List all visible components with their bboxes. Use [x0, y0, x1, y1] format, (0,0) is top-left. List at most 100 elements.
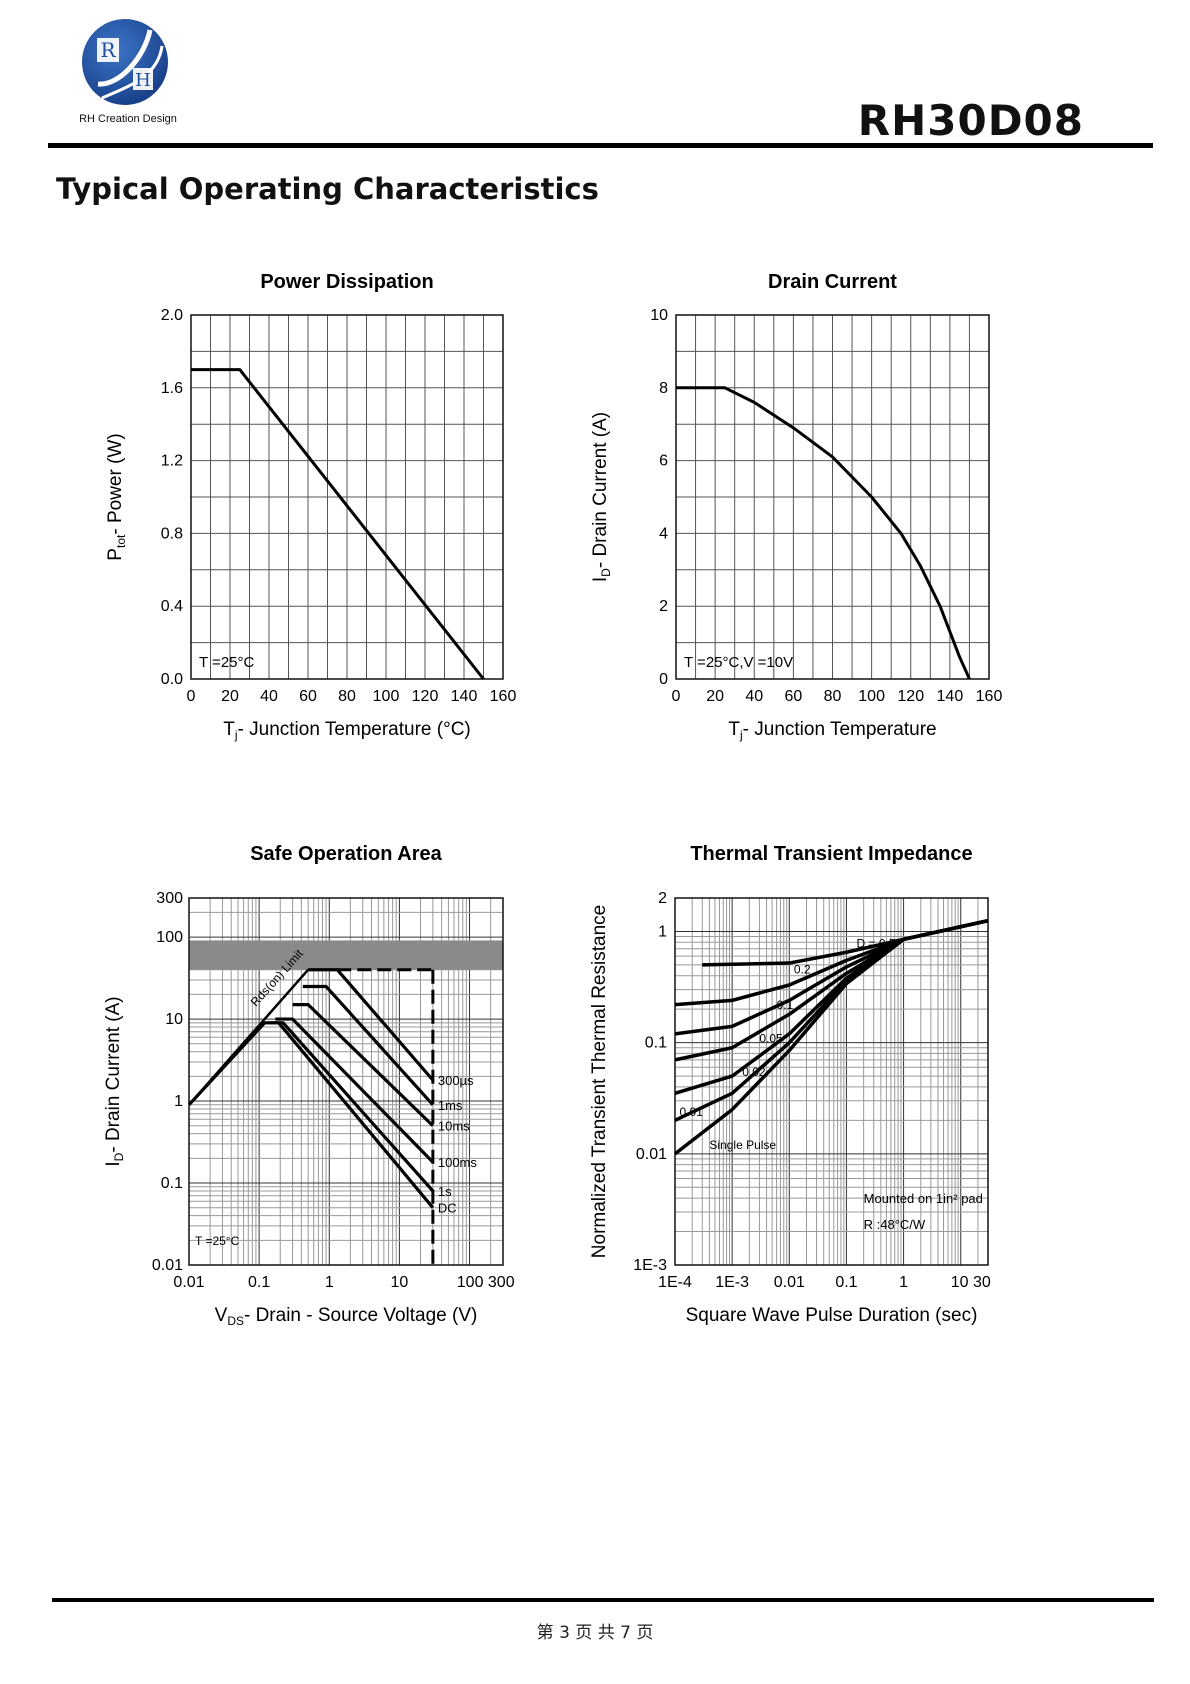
series-label: 1ms [438, 1098, 463, 1113]
y-axis-label: ID- Drain Current (A) [103, 996, 126, 1166]
y-tick-label: 1.2 [161, 453, 183, 470]
x-tick-label: 100 300 [457, 1274, 515, 1291]
x-axis-label-main: T [223, 719, 235, 740]
series-label: 0.1 [777, 998, 794, 1012]
x-tick-label: 1 [325, 1274, 334, 1291]
y-axis-label-sub: D [599, 568, 613, 577]
x-tick-label: 80 [338, 688, 356, 705]
y-axis-label: ID- Drain Current (A) [590, 412, 613, 582]
plot-frame [674, 897, 989, 1266]
logo-caption: RH Creation Design [79, 113, 177, 125]
chart-soa: 0.01 0.1 1 10 100 3000.010.1110100300Rds(on)… [103, 843, 515, 1328]
x-tick-label: 0 [672, 688, 681, 705]
plot-frame [675, 314, 990, 680]
footer-rule [52, 1598, 1154, 1602]
y-tick-label: 300 [156, 890, 183, 907]
series-label: Single Pulse [709, 1138, 776, 1152]
y-tick-label: 6 [659, 453, 668, 470]
y-tick-label: 8 [659, 380, 668, 397]
y-tick-label: 1 [658, 923, 667, 940]
y-tick-label: 1 [174, 1093, 183, 1110]
y-axis-label-main: P [105, 548, 126, 561]
x-tick-label: 60 [299, 688, 317, 705]
x-tick-label: 80 [824, 688, 842, 705]
plot-frame [188, 897, 504, 1266]
x-tick-label: 10 30 [951, 1274, 991, 1291]
series-line [187, 1021, 435, 1209]
y-tick-label: 2 [659, 598, 668, 615]
x-tick-label: 140 [937, 688, 964, 705]
x-tick-label: 0.01 [173, 1274, 204, 1291]
chart-title: Safe Operation Area [250, 843, 442, 865]
x-tick-label: 100 [858, 688, 885, 705]
header-rule [48, 143, 1153, 148]
y-axis-label-sub: tot [114, 534, 128, 548]
y-tick-label: 1E-3 [633, 1257, 667, 1274]
y-axis-label-rest: - Drain Current (A) [103, 996, 124, 1152]
chart-power: 0 20 40 60 80 100 120 140 160 0.0 0.4 0.8 1.2 1.6 2.0 T… [105, 271, 516, 742]
y-tick-label: 0.1 [645, 1035, 667, 1052]
y-tick-label: 10 [650, 307, 668, 324]
shaded-band [189, 940, 503, 970]
x-tick-label: 100 [373, 688, 400, 705]
y-tick-label: 100 [156, 929, 183, 946]
x-tick-label: 0.01 [774, 1274, 805, 1291]
x-tick-label: 0.1 [248, 1274, 270, 1291]
x-tick-label: 120 [897, 688, 924, 705]
x-tick-label: 20 [221, 688, 239, 705]
x-axis-label-sub: DS [227, 1314, 244, 1328]
series-label: 0.05 [759, 1032, 783, 1046]
x-axis-label-sub: j [739, 728, 743, 742]
rth-note: R :48°C/W [864, 1217, 926, 1232]
series-line [674, 918, 989, 1036]
series-line [191, 368, 485, 680]
x-tick-label: 1 [899, 1274, 908, 1291]
y-axis-label: Ptot- Power (W) [105, 433, 128, 560]
x-axis-label-rest: - Junction Temperature (°C) [238, 719, 471, 740]
series-line [275, 1017, 435, 1164]
series-line [308, 968, 435, 1082]
logo-letter-h: H [135, 70, 151, 91]
x-tick-label: 20 [706, 688, 724, 705]
x-axis-label: Square Wave Pulse Duration (sec) [686, 1305, 978, 1326]
y-tick-label: 1.6 [161, 380, 183, 397]
y-tick-label: 0.8 [161, 525, 183, 542]
y-tick-label: 0.01 [152, 1257, 183, 1274]
y-tick-label: 10 [165, 1011, 183, 1028]
company-logo: R H RH Creation Design [50, 16, 210, 136]
page-number: 第 3 页 共 7 页 [536, 1623, 654, 1643]
mount-note: Mounted on 1in² pad [864, 1191, 983, 1206]
series-line [702, 918, 989, 967]
x-axis-label-rest: - Junction Temperature [743, 719, 937, 740]
y-tick-label: 0.0 [161, 671, 183, 688]
x-tick-label: 0.1 [835, 1274, 857, 1291]
x-tick-label: 120 [412, 688, 439, 705]
series-line [674, 918, 989, 1062]
series-line [676, 386, 971, 680]
x-axis-label-main: V [215, 1305, 228, 1326]
series-line [302, 984, 435, 1106]
y-axis-label-rest: - Drain Current (A) [590, 412, 611, 568]
series-line [292, 1003, 434, 1127]
x-axis-label: VDS- Drain - Source Voltage (V) [215, 1305, 478, 1328]
series-label: 1s [438, 1184, 452, 1199]
section-title: Typical Operating Characteristics [56, 172, 599, 206]
chart-title: Power Dissipation [260, 271, 433, 293]
y-axis-label: Normalized Transient Thermal Resistance [589, 905, 610, 1258]
x-tick-label: 160 [976, 688, 1003, 705]
x-tick-label: 1E-3 [715, 1274, 749, 1291]
series-label: 0.01 [680, 1105, 704, 1119]
y-tick-label: 4 [659, 525, 668, 542]
y-tick-label: 0.01 [636, 1146, 667, 1163]
x-tick-label: 1E-4 [658, 1274, 692, 1291]
y-axis-label-main: I [590, 577, 611, 582]
x-axis-label: Tj- Junction Temperature (°C) [223, 719, 471, 742]
y-axis-label-rest: - Power (W) [105, 433, 126, 534]
series-label: 0.2 [794, 962, 811, 976]
x-axis-label: Tj- Junction Temperature [728, 719, 936, 742]
y-tick-label: 2 [658, 890, 667, 907]
plot-frame [190, 314, 504, 680]
x-axis-label-sub: j [234, 728, 238, 742]
